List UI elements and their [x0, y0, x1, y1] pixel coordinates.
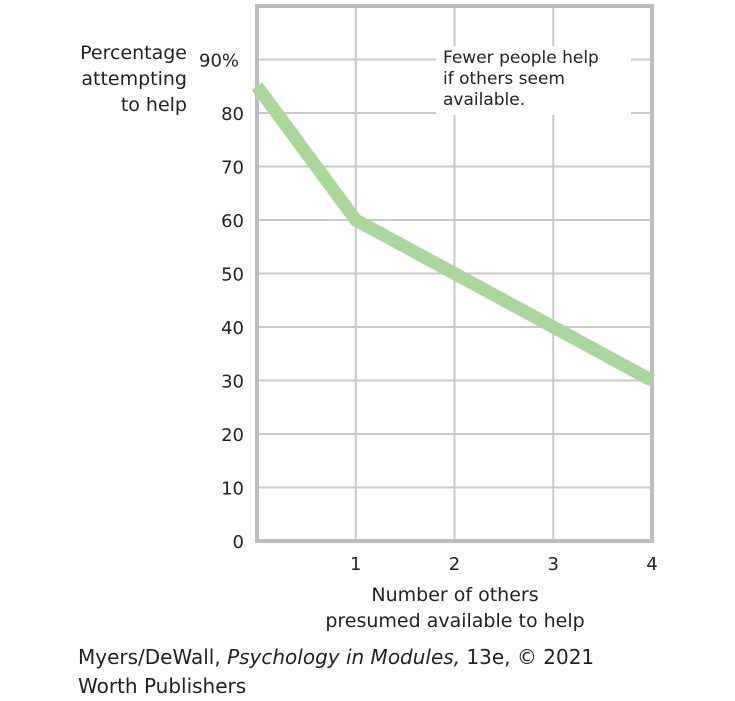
y-tick-label-0: 0 — [233, 532, 244, 553]
y-tick-label-80: 80 — [221, 104, 244, 125]
y-tick-labels: 0 10 20 30 40 50 60 70 80 90% — [199, 51, 244, 554]
x-tick-label-4: 4 — [646, 554, 657, 575]
y-axis-label-line-1: Percentage — [80, 42, 187, 64]
credit-publisher: Worth Publishers — [78, 674, 247, 698]
y-axis-label-line-2: attempting — [81, 68, 187, 90]
y-tick-label-30: 30 — [221, 372, 244, 393]
y-tick-label-40: 40 — [221, 318, 244, 339]
x-axis-label: Number of others presumed available to h… — [305, 582, 605, 634]
credit-book-title: Psychology in Modules, — [227, 645, 461, 669]
credit-line-1: Myers/DeWall, Psychology in Modules, 13e… — [78, 643, 594, 672]
y-axis-label-line-3: to help — [120, 94, 187, 116]
x-axis-label-line-2: presumed available to help — [325, 610, 585, 632]
annotation-line-2: if others seem — [443, 69, 565, 89]
series-line-helping — [251, 82, 656, 387]
source-credit: Myers/DeWall, Psychology in Modules, 13e… — [78, 643, 594, 701]
y-axis-label: Percentage attempting to help — [80, 40, 187, 118]
y-tick-label-60: 60 — [221, 211, 244, 232]
chart-annotation: Fewer people help if others seem availab… — [436, 46, 631, 115]
y-tick-label-90: 90% — [199, 51, 239, 72]
x-tick-label-1: 1 — [350, 554, 361, 575]
annotation-line-1: Fewer people help — [443, 48, 599, 68]
credit-edition: 13e, © 2021 — [460, 645, 595, 669]
y-tick-label-20: 20 — [221, 425, 244, 446]
x-tick-label-2: 2 — [449, 554, 460, 575]
x-axis-label-line-1: Number of others — [371, 584, 539, 606]
y-tick-label-10: 10 — [221, 479, 244, 500]
x-tick-labels: 1 2 3 4 — [350, 554, 658, 575]
annotation-line-3: available. — [443, 90, 526, 110]
plot-frame — [255, 4, 654, 543]
x-tick-label-3: 3 — [548, 554, 559, 575]
credit-authors: Myers/DeWall, — [78, 645, 228, 669]
y-tick-label-50: 50 — [221, 265, 244, 286]
y-tick-label-70: 70 — [221, 158, 244, 179]
